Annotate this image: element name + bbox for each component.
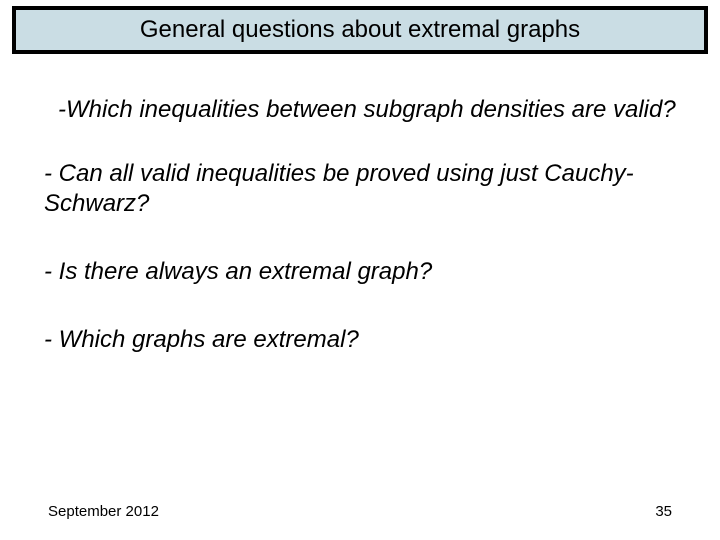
bullet-item: -Which inequalities between subgraph den… (58, 95, 680, 125)
bullet-item: - Can all valid inequalities be proved u… (44, 159, 680, 219)
title-bar: General questions about extremal graphs (12, 6, 708, 54)
slide-title: General questions about extremal graphs (140, 16, 580, 44)
bullet-item: - Is there always an extremal graph? (44, 257, 680, 287)
slide-footer: September 2012 35 (48, 503, 672, 520)
slide-body: -Which inequalities between subgraph den… (40, 95, 680, 387)
page-number: 35 (655, 503, 672, 520)
bullet-item: - Which graphs are extremal? (44, 325, 680, 355)
footer-date: September 2012 (48, 503, 159, 520)
slide: General questions about extremal graphs … (0, 0, 720, 540)
